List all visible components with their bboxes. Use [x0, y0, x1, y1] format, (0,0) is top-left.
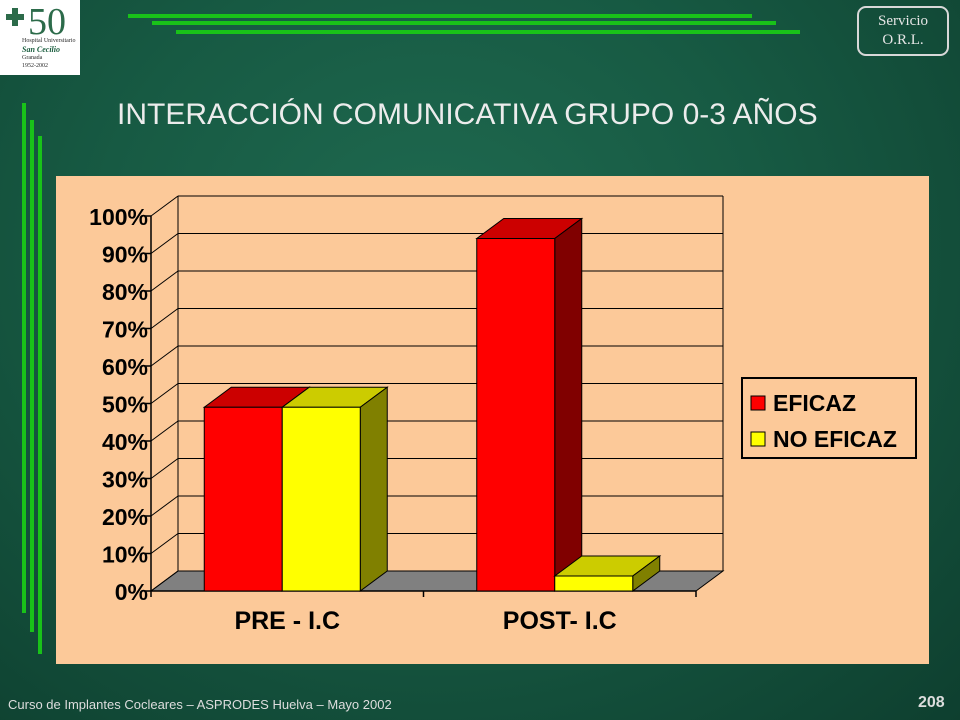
y-tick-label: 50%	[102, 392, 148, 418]
y-tick-label: 0%	[115, 579, 148, 605]
legend-swatch	[750, 395, 766, 411]
chart-panel: 0% 10% 20% 30% 40% 50% 60% 70% 80% 90% 100% PRE - I…	[56, 176, 929, 664]
gridline-depth	[150, 195, 179, 217]
bar-chart: 0% 10% 20% 30% 40% 50% 60% 70% 80% 90% 100% PRE - I…	[89, 195, 917, 635]
decor-line-top-2	[152, 21, 776, 25]
logo-line-3: Granada	[22, 55, 43, 61]
gridline-depth	[150, 458, 179, 479]
y-tick-label: 40%	[102, 429, 148, 455]
legend-label: NO EFICAZ	[773, 426, 897, 452]
bar-no-eficaz-1	[553, 555, 662, 592]
gridline-depth	[150, 308, 179, 329]
slide-title: INTERACCIÓN COMUNICATIVA GRUPO 0-3 AÑOS	[117, 98, 818, 131]
gridline-depth	[150, 345, 179, 367]
legend-swatch	[750, 431, 766, 447]
y-tick-label: 100%	[89, 204, 148, 230]
logo-cross-icon	[6, 8, 24, 26]
service-badge-line-1: Servicio	[878, 13, 928, 29]
bar-side	[554, 217, 583, 592]
service-badge-line-2: O.R.L.	[882, 32, 924, 48]
hospital-logo: 50 Hospital Universitario San Cecilio Gr…	[0, 0, 80, 75]
gridline-depth	[150, 383, 179, 404]
footer-course-info: Curso de Implantes Cocleares – ASPRODES …	[8, 697, 392, 712]
gridline-depth	[150, 533, 179, 554]
gridline-depth	[150, 420, 179, 442]
y-tick-label: 60%	[102, 354, 148, 380]
y-tick-label: 10%	[102, 542, 148, 568]
logo-line-1: Hospital Universitario	[22, 38, 76, 44]
y-tick-label: 90%	[102, 242, 148, 268]
decor-line-top-3	[176, 30, 800, 34]
bar-front	[476, 238, 556, 592]
logo-line-4: 1952-2002	[22, 63, 48, 69]
x-category-label: PRE - I.C	[234, 607, 340, 635]
decor-line-top-1	[128, 14, 752, 18]
y-tick-label: 30%	[102, 467, 148, 493]
gridline-depth	[150, 270, 179, 292]
decor-line-left-1	[22, 103, 26, 613]
bar-front	[554, 575, 634, 592]
bar-no-eficaz-0	[280, 386, 389, 592]
logo-mark: 50	[6, 1, 66, 40]
gridline-depth	[150, 233, 179, 254]
page-number: 208	[918, 694, 945, 711]
gridline-depth	[150, 495, 179, 517]
gridline-depth	[150, 570, 179, 592]
service-badge: Servicio O.R.L.	[857, 6, 949, 56]
decor-line-left-2	[30, 120, 34, 632]
y-tick-label: 20%	[102, 504, 148, 530]
bar-front	[281, 406, 361, 592]
bar-eficaz-1	[475, 217, 584, 592]
y-tick-label: 70%	[102, 317, 148, 343]
legend-label: EFICAZ	[773, 390, 856, 416]
bar-front	[203, 406, 283, 592]
logo-line-2: San Cecilio	[22, 45, 61, 54]
logo-number: 50	[28, 1, 66, 40]
x-category-label: POST- I.C	[503, 607, 617, 635]
legend-box	[741, 377, 917, 459]
y-tick-label: 80%	[102, 279, 148, 305]
decor-line-left-3	[38, 136, 42, 654]
bar-side	[359, 386, 388, 592]
